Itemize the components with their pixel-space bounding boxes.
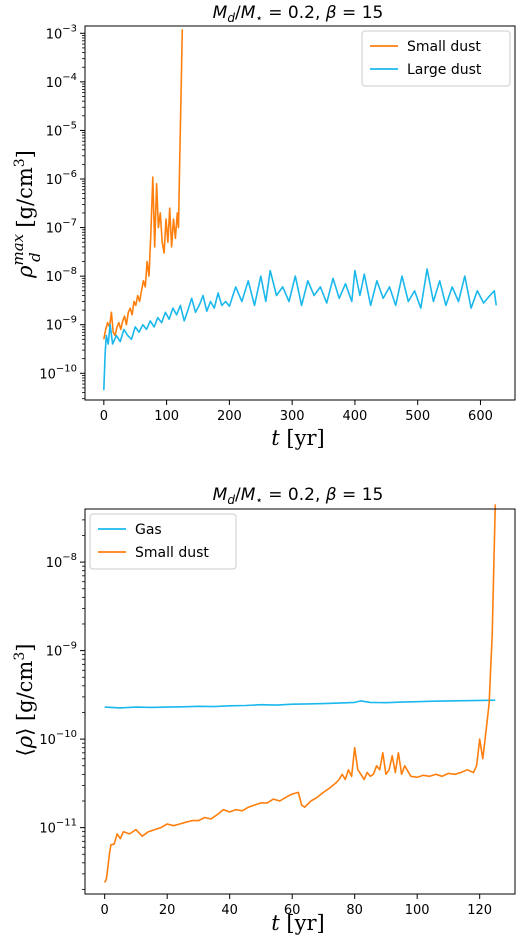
y-tick-label: 10−9	[46, 641, 77, 660]
plot-frame	[84, 508, 516, 895]
series-line-large-dust	[103, 268, 497, 391]
y-tick-label: 10−5	[46, 120, 77, 139]
y-tick-label: 10−4	[46, 72, 77, 91]
bottom-y-axis-label: ⟨ρ⟩ [g/cm3]	[12, 644, 37, 757]
bottom-x-axis-label: t [yr]	[271, 911, 324, 935]
top-plot-area: 0 100 200 300 400 500 600 10−10 10−9 10−8 10−7 10−6…	[39, 23, 516, 424]
y-tick-label: 10−11	[39, 818, 77, 837]
y-tick-label: 10−6	[46, 169, 77, 188]
legend-label: Small dust	[135, 545, 209, 561]
series-line-small-dust	[103, 29, 184, 340]
legend: Small dust Large dust	[361, 30, 511, 87]
bottom-plot-area: 0 20 40 60 80 100 120 10−11 10−10 10−9 10−8 Gas Smal…	[39, 504, 516, 918]
legend: Gas Small dust	[89, 513, 237, 570]
bottom-chart-title: Md/M⋆ = 0.2, β = 15	[213, 485, 384, 507]
y-tick-label: 10−9	[46, 315, 77, 334]
legend-box	[89, 513, 237, 570]
x-tick-label: 600	[468, 409, 493, 424]
x-tick-label: 200	[217, 409, 242, 424]
x-tick-label: 60	[284, 903, 301, 918]
x-tick-label: 100	[405, 903, 430, 918]
y-tick-label: 10−7	[46, 218, 77, 237]
y-tick-label: 10−8	[46, 266, 77, 285]
x-tick-label: 500	[405, 409, 430, 424]
y-tick-label: 10−8	[46, 552, 77, 571]
x-tick-label: 20	[159, 903, 176, 918]
x-tick-label: 120	[467, 903, 492, 918]
x-tick-label: 0	[101, 903, 109, 918]
top-panel: Md/M⋆ = 0.2, β = 15 0 100 200 300 400 500 600 1…	[9, 3, 516, 450]
top-y-axis-label: ρmaxd [g/cm3]	[9, 150, 44, 279]
top-chart-title: Md/M⋆ = 0.2, β = 15	[213, 3, 384, 25]
bottom-panel: Md/M⋆ = 0.2, β = 15 0 20 40 60 80 100 120 10−11…	[12, 485, 516, 935]
legend-label: Small dust	[407, 39, 481, 55]
x-tick-label: 300	[280, 409, 305, 424]
legend-label: Gas	[135, 522, 162, 538]
legend-label: Large dust	[407, 62, 482, 78]
x-tick-label: 80	[346, 903, 363, 918]
series-line-gas	[104, 699, 496, 709]
x-tick-label: 0	[100, 409, 108, 424]
y-tick-label: 10−10	[39, 729, 77, 748]
x-tick-label: 400	[343, 409, 368, 424]
legend-box	[361, 30, 511, 87]
y-tick-label: 10−10	[39, 363, 77, 382]
y-tick-label: 10−3	[46, 23, 77, 42]
series-line-small-dust	[103, 504, 497, 883]
x-tick-label: 100	[154, 409, 179, 424]
x-tick-label: 40	[221, 903, 238, 918]
top-x-axis-label: t [yr]	[271, 426, 324, 450]
